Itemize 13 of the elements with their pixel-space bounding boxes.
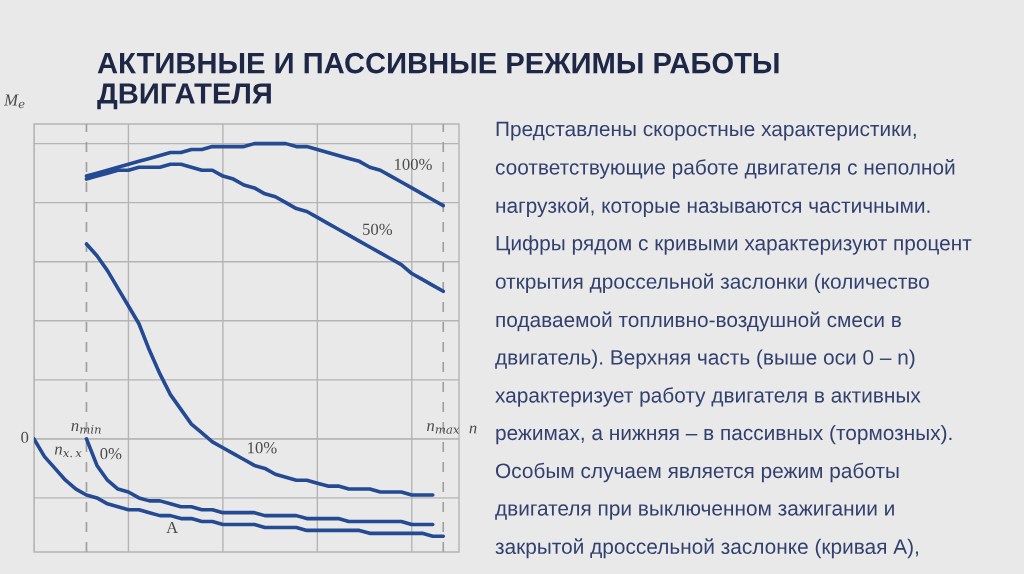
chart-title: АКТИВНЫЕ И ПАССИВНЫЕ РЕЖИМЫ РАБОТЫ ДВИГАТЕЛЯ — [97, 52, 779, 110]
text: Представлены скоростные характеристики, соответствующие работе двигателя с неполной нагрузкой, которые называются частичными. Цифры рядом с кривыми характеризуют процент открытия дроссельной заслонки (количество подаваемой топливно-воздушной смеси в двигатель). Верхняя часть (выше оси 0 – n) характеризует работу двигателя в активных режимах, а нижняя – в пассивных (тормозных). Особым случаем является режим работы двигателя при выключенном зажигании и закрытой дроссельной заслонке (кривая А), — [495, 121, 972, 559]
series-label: 100% — [395, 158, 432, 170]
series-label: 10% — [248, 442, 277, 454]
series-label: 0% — [100, 448, 122, 460]
text: 0 — [21, 431, 29, 444]
series-label: 50% — [363, 223, 393, 235]
x-tick-label: n$_{max}$ — [427, 423, 460, 434]
x-axis-title: n — [469, 425, 477, 434]
annotation: n$_{x.x}$ — [54, 446, 82, 458]
x-tick-label: n$_{min}$ — [71, 423, 101, 434]
y-axis-title: M$_{e}$ — [3, 94, 25, 109]
series-label: A — [166, 521, 179, 533]
